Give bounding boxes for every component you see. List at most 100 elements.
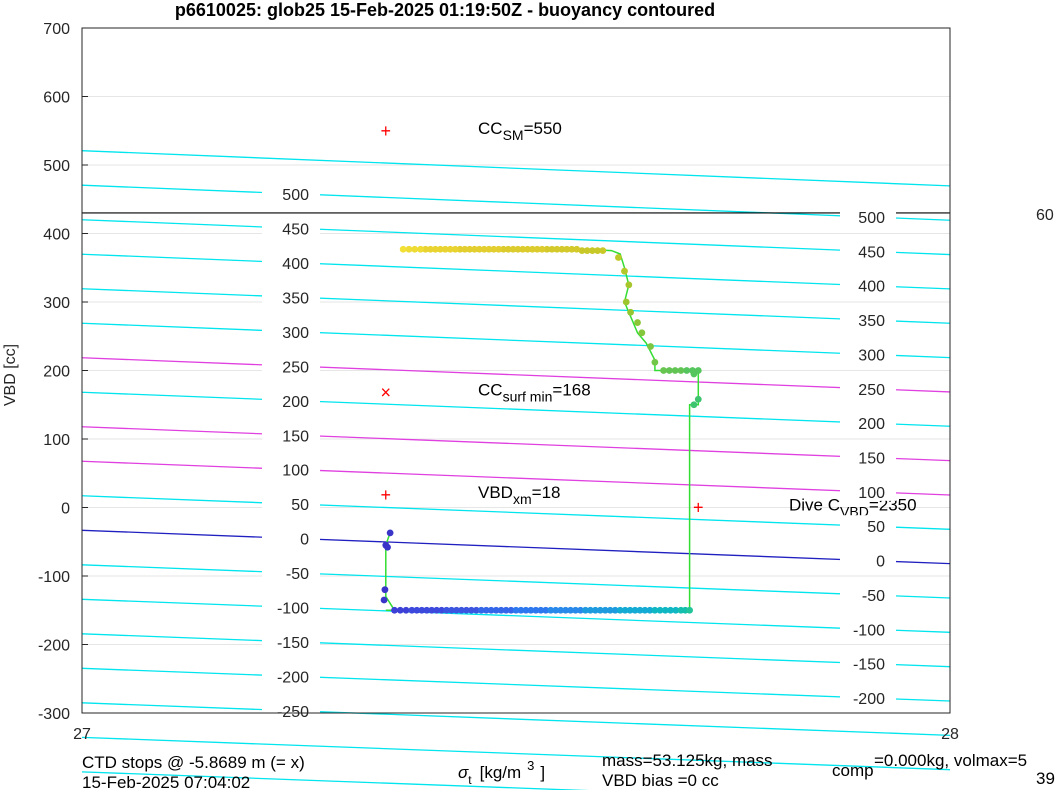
annotation-label-value: =168 [552,380,590,399]
contour-line [81,184,951,221]
contour-label-bg [262,320,320,341]
trajectory-point [616,606,624,614]
trajectory-point [572,606,579,614]
trajectory-point [512,606,520,614]
footer-timestamp: 15-Feb-2025 07:04:02 [82,773,250,790]
trajectory-point [594,247,601,255]
trajectory-point [587,606,594,614]
contour-label-left: 0 [300,532,309,549]
trajectory-point [591,606,599,614]
annotation-label: CCSM=550 [478,119,562,143]
contour-label-left: 100 [282,463,309,480]
trajectory-point [542,606,550,614]
contour-label-bg [840,274,896,295]
contour-line [81,564,951,599]
trajectory-point [517,606,525,614]
contour-label-left: 500 [282,187,309,204]
right-edge-fragment: 60 [1036,207,1054,224]
contour-label-bg [840,206,896,226]
footer-right-fragment: 39 [1036,769,1055,788]
annotation-label-value: =18 [532,483,561,502]
trajectory-point [396,606,404,614]
trajectory-point [507,606,515,614]
contour-label-right: -50 [862,588,885,605]
contour-label-bg [840,652,896,673]
trajectory-point [596,606,604,614]
y-tick-label: 200 [43,364,70,381]
y-tick-label: 100 [43,432,70,449]
contour-line [81,460,951,496]
trajectory-point [646,606,654,614]
trajectory-point [578,247,586,255]
trajectory-point [601,606,609,614]
contour-label-right: 150 [858,451,885,468]
y-tick-label: 600 [43,90,70,107]
contour-label-bg [840,515,896,536]
contour-label-left: 150 [282,428,309,445]
trajectory-point [477,606,485,614]
trajectory-point [502,606,510,614]
trajectory-point [627,308,634,316]
contour-label-right: 300 [858,347,885,364]
trajectory-point [463,606,470,614]
trajectory-point [458,606,465,614]
contour-label-bg [840,480,896,501]
trajectory-point [599,247,607,255]
x-axis-label-sub: t [468,773,472,787]
contour-label-right: 50 [867,519,885,536]
contour-label-left: 450 [282,221,309,238]
contour-label-bg [262,251,320,272]
x-axis-label-text: [kg/m [480,763,522,782]
trajectory-point [588,247,596,255]
trajectory-point [651,358,659,366]
contour-line [81,495,951,530]
contour-label-left: 400 [282,256,309,273]
trajectory-point [386,529,394,537]
trajectory-point [543,245,551,253]
trajectory-point [672,606,680,614]
contour-label-bg [840,687,896,707]
trajectory-point [567,606,574,614]
contour-label-bg [262,286,320,307]
trajectory-point [411,245,419,253]
trajectory-point [413,606,421,614]
trajectory-point [621,606,629,614]
contour-label-bg [262,596,320,617]
contour-label-bg [262,355,320,376]
contour-label-left: -50 [286,566,309,583]
contour-label-right: 200 [858,416,885,433]
annotation-marker: × [381,382,392,402]
y-tick-label: 0 [61,501,70,518]
annotation-label-main: CC [478,380,503,399]
annotations: + CCSM=550× CCsurf min=168+ VBDxm=18+ Dive C… [381,119,917,520]
trajectory-point [519,245,527,253]
contour-line [81,667,951,702]
trajectory-point [636,606,644,614]
annotation-marker: + [381,121,392,141]
trajectory-point [661,606,669,614]
trajectory-point [451,245,459,253]
trajectory-point [453,606,460,614]
trajectory-point [381,586,389,594]
trajectory-point [573,245,581,253]
trajectory-point [647,343,654,350]
trajectory-point [611,606,619,614]
contour-label-bg [262,631,320,652]
trajectory-point [432,245,439,253]
trajectory-point [532,606,540,614]
contour-label-bg [262,458,320,479]
contour-label-bg [840,309,896,330]
trajectory-point [471,245,478,253]
trajectory-point [402,606,410,614]
contour-label-left: 300 [282,325,309,342]
contour-line [81,598,951,633]
contour-label-bg [840,549,896,570]
contour-line [81,771,589,790]
contour-label-right: -100 [853,622,885,639]
annotation-label: CCsurf min=168 [478,380,591,404]
contour-labels: 500450400350300250200150100500-50-100-15… [262,183,896,721]
footer-mass-a: mass=53.125kg, mass [602,751,773,770]
trajectory-point [621,267,628,275]
trajectory-point [433,606,441,614]
y-tick-label: -200 [38,638,70,655]
